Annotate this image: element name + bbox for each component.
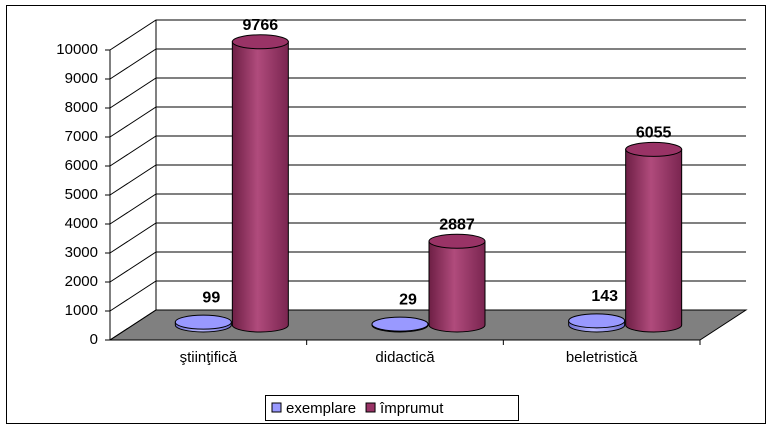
x-tick-label: beletristică (566, 349, 638, 366)
cylinder-top (231, 34, 289, 50)
value-label: 9766 (243, 17, 279, 34)
cylinder-body (231, 41, 289, 333)
value-label: 29 (399, 291, 417, 308)
y-tick-label: 5000 (65, 186, 98, 203)
value-label: 99 (202, 289, 220, 306)
y-tick-label: 4000 (65, 215, 98, 232)
cylinder (231, 34, 289, 333)
y-tick-label: 1000 (65, 302, 98, 319)
cylinder-top (174, 314, 232, 330)
y-tick-label: 7000 (65, 128, 98, 145)
legend: exemplare împrumut (265, 395, 519, 421)
x-tick-label: didactică (375, 349, 435, 366)
y-tick-label: 8000 (65, 99, 98, 116)
cylinder (568, 313, 626, 333)
legend-label: împrumut (379, 400, 444, 417)
cylinder-body (428, 240, 486, 333)
cylinder (428, 233, 486, 333)
cylinder (625, 141, 683, 333)
y-tick-label: 3000 (65, 244, 98, 261)
y-tick-label: 10000 (56, 41, 98, 58)
cylinder-top (625, 141, 683, 157)
cylinder-top (428, 233, 486, 249)
cylinder (174, 314, 232, 333)
y-tick-label: 0 (90, 331, 98, 348)
value-label: 143 (591, 288, 618, 305)
y-tick-label: 9000 (65, 70, 98, 87)
cylinder-top (371, 316, 429, 332)
legend-label: exemplare (286, 400, 356, 417)
legend-box (265, 395, 519, 421)
value-label: 6055 (636, 125, 672, 142)
cylinder-body (625, 148, 683, 333)
y-tick-label: 6000 (65, 157, 98, 174)
legend-swatch (271, 402, 282, 413)
value-label: 2887 (439, 216, 475, 233)
y-tick-label: 2000 (65, 273, 98, 290)
x-tick-label: ştiinţifică (180, 349, 238, 366)
cylinder (371, 316, 429, 333)
legend-swatch (365, 402, 376, 413)
cylinder-top (568, 313, 626, 329)
